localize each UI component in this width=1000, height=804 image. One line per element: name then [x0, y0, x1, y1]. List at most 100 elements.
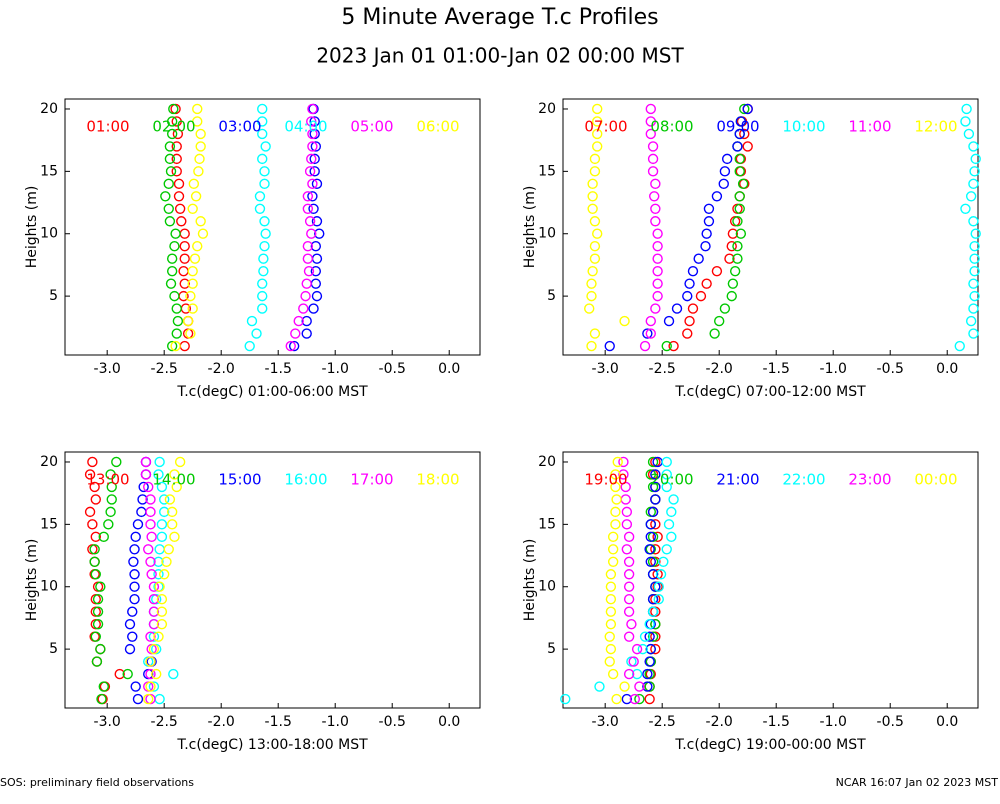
- data-point: [145, 631, 156, 642]
- data-point: [618, 469, 629, 480]
- data-point: [732, 253, 743, 264]
- data-point: [171, 328, 182, 339]
- data-point: [587, 265, 598, 277]
- data-point: [661, 456, 672, 468]
- data-point: [649, 191, 660, 202]
- x-tick-label: -2.5: [151, 714, 178, 730]
- data-point: [158, 569, 170, 580]
- data-point: [661, 481, 672, 493]
- data-point: [187, 265, 198, 277]
- data-point: [260, 228, 271, 239]
- data-point: [164, 153, 176, 165]
- data-point: [589, 216, 601, 227]
- data-point: [127, 631, 138, 642]
- data-point: [628, 656, 639, 667]
- legend-label: 09:00: [716, 118, 759, 136]
- data-point: [148, 606, 160, 617]
- data-point: [129, 581, 140, 592]
- data-point: [645, 531, 656, 543]
- legend-label: 06:00: [416, 118, 459, 136]
- data-point: [647, 569, 659, 580]
- data-point: [671, 303, 683, 314]
- data-point: [145, 556, 156, 567]
- data-point: [650, 203, 661, 214]
- chart-title: 5 Minute Average T.c Profiles: [341, 5, 658, 30]
- data-point: [158, 494, 170, 505]
- data-point: [650, 544, 661, 555]
- x-tick-label: -3.0: [592, 361, 619, 377]
- data-point: [684, 278, 695, 289]
- y-tick-label: 5: [49, 288, 58, 304]
- legend-label: 04:00: [284, 118, 327, 136]
- data-point: [301, 278, 312, 289]
- data-point: [173, 178, 185, 190]
- data-point: [653, 581, 664, 592]
- data-point: [645, 556, 656, 567]
- data-point: [309, 166, 320, 177]
- data-point: [713, 315, 725, 327]
- data-point: [621, 693, 633, 705]
- data-point: [128, 556, 139, 567]
- panel: -3.0 -2.5 -2.0 -1.5 -1.0 -0.5 0.0 5 10 15 20 T.c(de…: [24, 98, 481, 400]
- data-point: [195, 128, 206, 140]
- legend-label: 02:00: [152, 118, 195, 136]
- data-point: [307, 128, 318, 140]
- x-tick-label: -1.5: [763, 361, 790, 377]
- data-point: [96, 693, 107, 705]
- data-point: [647, 166, 659, 177]
- data-point: [631, 643, 643, 655]
- data-point: [156, 519, 168, 530]
- y-tick-label: 10: [538, 226, 556, 242]
- data-point: [735, 228, 747, 239]
- data-point: [145, 506, 156, 518]
- data-point: [644, 693, 655, 705]
- data-point: [969, 265, 980, 277]
- data-point: [143, 693, 154, 705]
- data-point: [968, 303, 979, 314]
- data-point: [179, 253, 190, 264]
- data-point: [259, 178, 270, 190]
- data-point: [145, 681, 156, 692]
- data-point: [90, 631, 101, 642]
- data-point: [652, 531, 663, 543]
- data-point: [130, 531, 141, 543]
- legend-label: 11:00: [848, 118, 891, 136]
- data-point: [298, 303, 309, 314]
- data-point: [90, 531, 101, 543]
- data-point: [652, 569, 663, 580]
- x-tick-label: -1.5: [763, 714, 790, 730]
- data-point: [727, 228, 739, 239]
- data-point: [652, 228, 663, 239]
- legend-label: 18:00: [416, 471, 459, 489]
- data-point: [968, 141, 979, 152]
- data-point: [124, 618, 136, 630]
- data-point: [647, 606, 659, 617]
- data-point: [293, 315, 304, 327]
- data-point: [647, 506, 659, 518]
- data-point: [589, 166, 601, 177]
- data-point: [165, 278, 177, 289]
- data-point: [645, 116, 656, 127]
- data-point: [309, 153, 320, 165]
- x-tick-label: -1.5: [265, 361, 292, 377]
- x-tick-label: -2.0: [208, 361, 235, 377]
- data-point: [145, 656, 156, 667]
- data-point: [170, 228, 181, 239]
- legend-label: 17:00: [350, 471, 393, 489]
- data-point: [650, 494, 661, 505]
- data-point: [726, 241, 737, 252]
- data-point: [703, 216, 715, 227]
- data-point: [724, 253, 735, 264]
- x-tick-label: 0.0: [438, 361, 460, 377]
- data-point: [154, 456, 165, 468]
- data-point: [623, 569, 635, 580]
- data-point: [607, 556, 619, 567]
- y-axis-label: Heights (m): [24, 186, 40, 269]
- y-tick-label: 10: [40, 579, 58, 595]
- data-point: [954, 340, 965, 352]
- data-point: [610, 469, 621, 480]
- data-point: [960, 203, 971, 214]
- data-point: [961, 103, 972, 115]
- data-point: [592, 103, 603, 115]
